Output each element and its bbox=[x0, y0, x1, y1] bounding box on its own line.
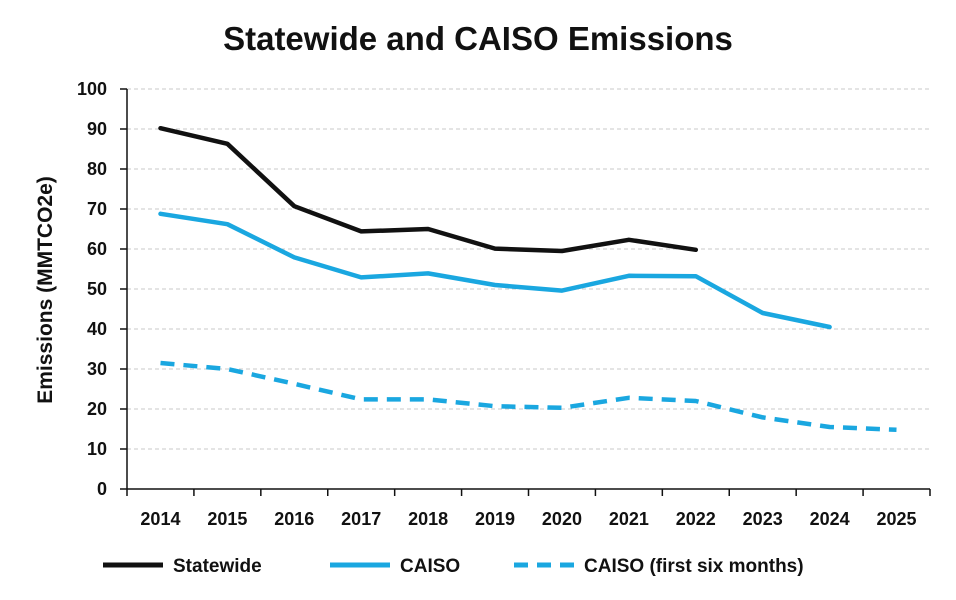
x-tick-label: 2015 bbox=[207, 509, 247, 529]
y-tick-label: 90 bbox=[87, 119, 107, 139]
x-tick-label: 2022 bbox=[676, 509, 716, 529]
x-tick-label: 2017 bbox=[341, 509, 381, 529]
series-line-caiso-first-six-months bbox=[160, 360, 897, 433]
axes bbox=[120, 88, 931, 496]
x-tick-labels: 2014 2015 2016 2017 2018 2019 2020 2021 2022 2023… bbox=[140, 509, 916, 529]
y-tick-labels: 0 10 20 30 40 50 60 70 80 90 100 bbox=[77, 79, 107, 499]
x-tick-label: 2016 bbox=[274, 509, 314, 529]
y-tick-label: 70 bbox=[87, 199, 107, 219]
chart-title: Statewide and CAISO Emissions bbox=[223, 20, 733, 57]
legend-label: CAISO bbox=[400, 556, 460, 577]
y-tick-label: 30 bbox=[87, 359, 107, 379]
x-tick-label: 2023 bbox=[743, 509, 783, 529]
y-tick-label: 50 bbox=[87, 279, 107, 299]
series-line-statewide bbox=[158, 125, 699, 254]
series-lines bbox=[158, 125, 897, 433]
x-tick-label: 2014 bbox=[140, 509, 180, 529]
y-tick-label: 10 bbox=[87, 439, 107, 459]
y-tick-label: 0 bbox=[97, 479, 107, 499]
y-tick-label: 60 bbox=[87, 239, 107, 259]
y-tick-label: 20 bbox=[87, 399, 107, 419]
x-tick-label: 2021 bbox=[609, 509, 649, 529]
y-axis-label: Emissions (MMTCO2e) bbox=[34, 176, 57, 404]
legend: Statewide CAISO CAISO (first six months) bbox=[103, 556, 804, 577]
legend-label: CAISO (first six months) bbox=[584, 556, 804, 577]
legend-label: Statewide bbox=[173, 556, 262, 577]
y-tick-label: 80 bbox=[87, 159, 107, 179]
x-tick-label: 2019 bbox=[475, 509, 515, 529]
x-tick-label: 2025 bbox=[877, 509, 917, 529]
x-tick-label: 2020 bbox=[542, 509, 582, 529]
series-line-caiso bbox=[158, 211, 832, 330]
y-tick-label: 40 bbox=[87, 319, 107, 339]
x-tick-label: 2024 bbox=[810, 509, 850, 529]
gridlines bbox=[127, 88, 930, 450]
y-tick-label: 100 bbox=[77, 79, 107, 99]
x-tick-label: 2018 bbox=[408, 509, 448, 529]
